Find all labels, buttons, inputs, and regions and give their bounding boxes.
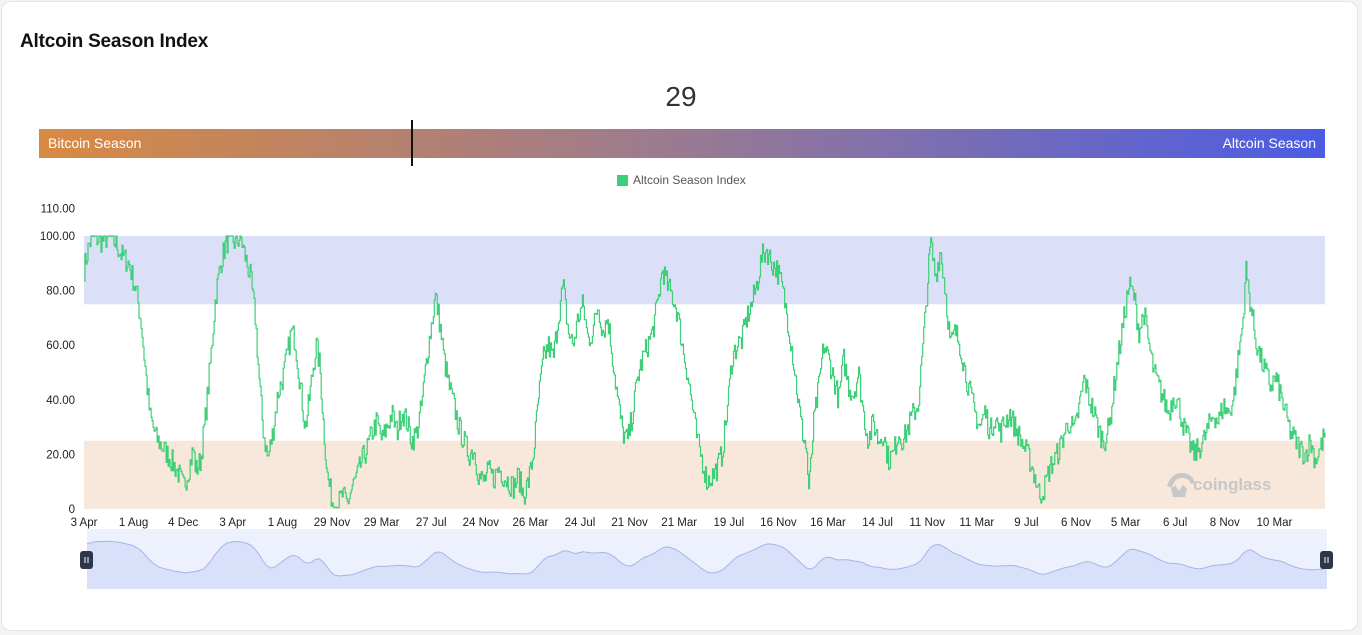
altcoin-season-zone [84,236,1325,305]
altcoin-season-label: Altcoin Season [1222,135,1316,151]
x-tick-label: 26 Mar [513,517,549,529]
y-tick-label: 100.00 [40,231,75,243]
x-tick-label: 24 Jul [565,517,596,529]
x-tick-label: 29 Nov [314,517,351,529]
range-navigator[interactable] [80,529,1333,589]
y-tick-label: 40.00 [46,395,75,407]
x-tick-label: 8 Nov [1210,517,1240,529]
x-tick-label: 19 Jul [713,517,744,529]
x-tick-label: 14 Jul [862,517,893,529]
x-tick-label: 6 Jul [1163,517,1187,529]
x-tick-label: 29 Mar [364,517,400,529]
gauge-marker [410,120,413,166]
x-tick-label: 21 Mar [661,517,697,529]
x-tick-label: 11 Mar [959,517,994,529]
x-tick-label: 11 Nov [909,517,945,529]
navigator-line [86,540,1328,577]
x-tick-label: 4 Dec [168,517,198,529]
x-tick-label: 21 Nov [611,517,648,529]
x-tick-label: 3 Apr [71,517,98,529]
legend-swatch [617,174,628,186]
y-tick-label: 80.00 [46,286,75,298]
x-tick-label: 16 Nov [760,517,797,529]
x-tick-label: 5 Mar [1111,517,1141,529]
coinglass-logo-icon [1167,473,1195,497]
y-tick-label: 60.00 [46,340,75,352]
gauge-value: 29 [665,81,697,112]
x-tick-label: 6 Nov [1061,517,1091,529]
legend-label: Altcoin Season Index [633,173,746,187]
x-tick-label: 9 Jul [1014,517,1038,529]
page-title: Altcoin Season Index [20,31,209,52]
y-tick-label: 110.00 [41,204,75,216]
x-tick-label: 24 Nov [463,517,500,529]
watermark-text: coinglass [1193,475,1271,494]
x-tick-label: 1 Aug [268,517,297,529]
x-tick-label: 3 Apr [219,517,246,529]
index-line [84,235,1326,509]
y-tick-label: 20.00 [46,449,75,461]
season-gauge-bar: Bitcoin Season Altcoin Season [39,120,1325,166]
y-axis: 0 20.00 40.00 60.00 80.00 100.00 110.00 [40,204,75,516]
navigator-area [87,541,1327,589]
y-tick-label: 0 [69,504,75,516]
chart-legend[interactable]: Altcoin Season Index [617,173,746,187]
x-tick-label: 16 Mar [810,517,846,529]
navigator-right-handle[interactable] [1320,551,1333,569]
zone-bands [84,236,1325,509]
x-tick-label: 27 Jul [416,517,447,529]
watermark: coinglass [1167,473,1271,497]
x-axis: 3 Apr 1 Aug 4 Dec 3 Apr 1 Aug 29 Nov 29 Mar 27 … [71,517,1293,529]
x-tick-label: 1 Aug [119,517,148,529]
x-tick-label: 10 Mar [1257,517,1293,529]
bitcoin-season-label: Bitcoin Season [48,135,142,151]
navigator-left-handle[interactable] [80,551,93,569]
